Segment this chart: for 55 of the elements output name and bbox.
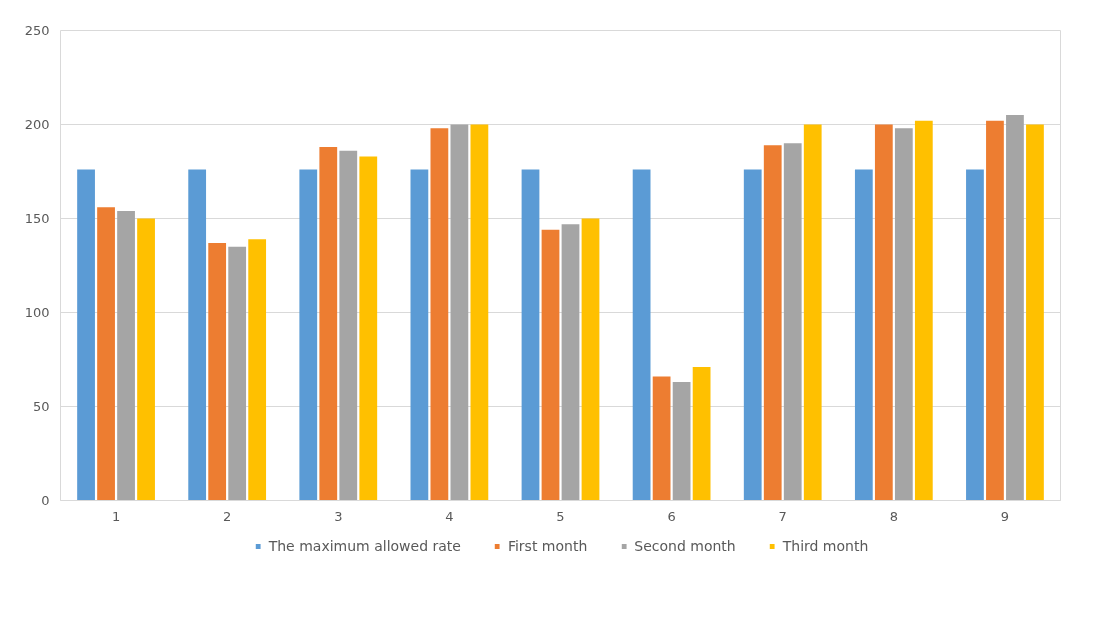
bar — [743, 169, 762, 501]
bar — [521, 169, 540, 501]
legend-label: Third month — [782, 538, 869, 554]
legend-label: First month — [507, 538, 588, 554]
bar — [763, 145, 782, 501]
bar — [652, 376, 671, 501]
bar — [632, 169, 651, 501]
y-tick-label: 250 — [24, 23, 50, 38]
y-tick-label: 50 — [32, 399, 50, 414]
y-tick-label: 100 — [24, 305, 50, 320]
bar — [986, 120, 1004, 501]
x-tick-label: 3 — [334, 508, 343, 524]
legend-label: The maximum allowed rate — [268, 538, 461, 554]
bar — [672, 382, 691, 501]
x-tick-label: 1 — [111, 508, 121, 524]
bar — [77, 169, 95, 501]
bar — [208, 242, 227, 501]
bar — [692, 367, 711, 501]
y-tick-label: 200 — [24, 117, 50, 132]
bar — [470, 124, 489, 501]
bar — [783, 143, 802, 501]
y-tick-label: 0 — [41, 493, 50, 508]
x-tick-label: 2 — [223, 508, 232, 524]
bar — [561, 224, 580, 501]
bar — [410, 169, 429, 501]
bar — [188, 169, 207, 501]
bar — [117, 210, 135, 501]
bar — [299, 169, 318, 501]
x-tick-label: 8 — [889, 508, 898, 524]
bar — [1026, 124, 1044, 501]
x-tick-label: 7 — [778, 508, 787, 524]
bar — [97, 207, 115, 501]
y-tick-label: 150 — [24, 211, 50, 226]
x-tick-label: 4 — [445, 508, 454, 524]
x-tick-label: 6 — [667, 508, 676, 524]
bar — [228, 246, 247, 501]
bar — [359, 156, 378, 501]
bar — [137, 218, 155, 501]
x-tick-label: 5 — [556, 508, 565, 524]
bar — [248, 239, 267, 501]
bar — [450, 124, 469, 501]
bar — [541, 229, 560, 501]
bar — [874, 124, 893, 501]
legend-label: Second month — [634, 538, 736, 554]
bar — [339, 150, 358, 501]
bar — [803, 124, 822, 501]
bar — [1006, 115, 1024, 501]
bar — [966, 169, 984, 501]
bar — [914, 120, 933, 501]
bar — [430, 128, 449, 501]
bar — [319, 147, 338, 501]
bar — [894, 128, 913, 501]
x-tick-label: 9 — [1000, 508, 1010, 524]
bar — [581, 218, 600, 501]
bar — [854, 169, 873, 501]
